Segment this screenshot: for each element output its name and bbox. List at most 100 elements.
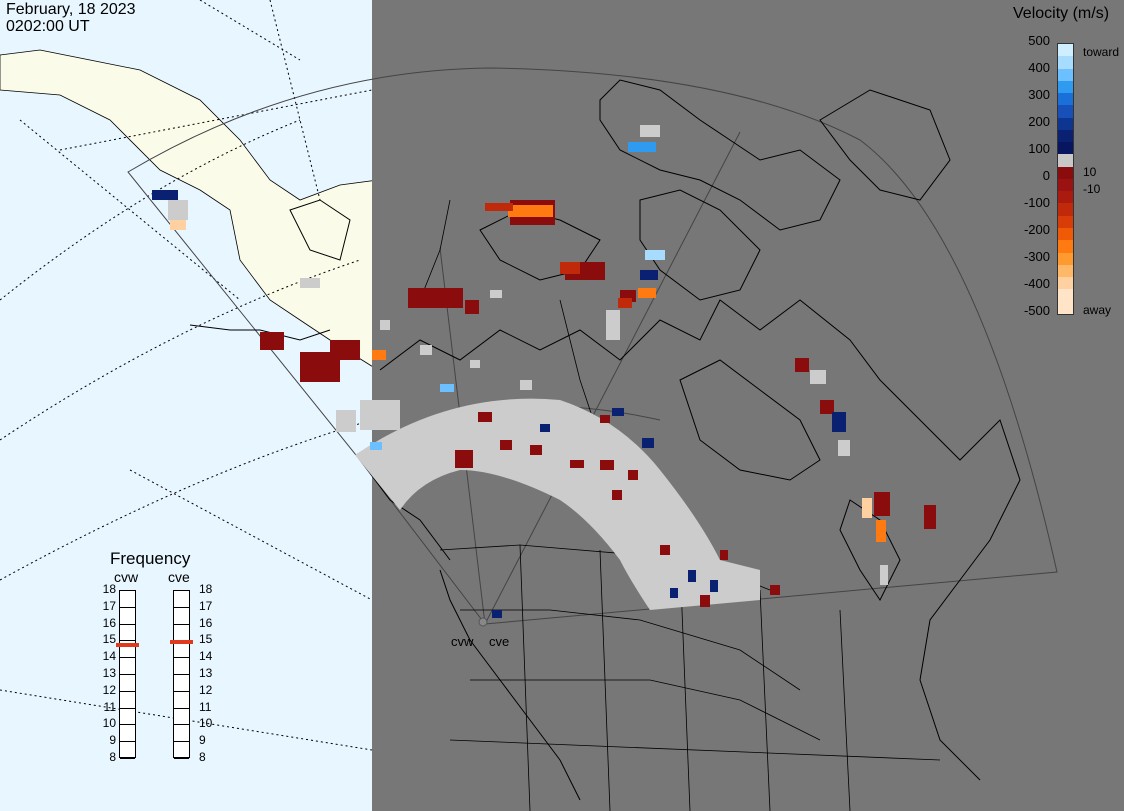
frequency-tick-left: 15: [102, 632, 116, 647]
frequency-marker-cvw: [116, 643, 139, 648]
frequency-tick-left: 12: [102, 682, 116, 697]
date-label: February, 18 2023: [6, 1, 136, 18]
frequency-tick-left: 14: [102, 649, 116, 664]
toward-label: toward: [1083, 45, 1120, 59]
coastlines: [189, 79, 1021, 801]
velocity-color-step: [1058, 178, 1073, 192]
frequency-cell: [174, 608, 189, 625]
velocity-legend-title: Velocity (m/s): [1013, 5, 1110, 22]
frequency-cell: [120, 608, 135, 625]
graticule: [0, 0, 373, 751]
velocity-color-step: [1058, 289, 1073, 302]
velocity-color-step: [1058, 56, 1073, 69]
scatter-red-cells: [485, 203, 632, 308]
velocity-color-step: [1058, 154, 1073, 167]
velocity-color-step: [1058, 129, 1073, 143]
velocity-tick: 300: [1028, 87, 1050, 102]
velocity-color-step: [1058, 93, 1073, 106]
velocity-color-step: [1058, 191, 1073, 204]
velocity-color-step: [1058, 252, 1073, 265]
velocity-tick: -400: [1023, 276, 1050, 291]
frequency-marker-cve: [170, 640, 193, 645]
radar-site-marker: [478, 617, 488, 627]
frequency-tick-right: 12: [199, 682, 213, 697]
velocity-colorbar: [1057, 43, 1074, 315]
radar-name-cvw: cvw: [114, 569, 139, 585]
velocity-color-step: [1058, 203, 1073, 216]
frequency-tick-left: 11: [103, 699, 116, 714]
frequency-tick-left: 9: [109, 733, 116, 748]
velocity-tick: -200: [1023, 222, 1050, 237]
frequency-tick-right: 8: [199, 750, 206, 764]
velocity-color-step: [1058, 277, 1073, 290]
velocity-color-step: [1058, 105, 1073, 118]
away-label: away: [1083, 303, 1112, 317]
frequency-cell: [174, 625, 189, 642]
frequency-tick-left: 8: [109, 750, 116, 764]
frequency-legend-title: Frequency: [110, 549, 191, 568]
frequency-tick-left: 13: [102, 666, 116, 680]
frequency-tick-right: 13: [199, 666, 213, 680]
velocity-color-step: [1058, 240, 1073, 253]
frequency-cell: [120, 675, 135, 692]
frequency-cell: [120, 658, 135, 675]
time-label: 0202:00 UT: [6, 18, 90, 35]
velocity-tick: -300: [1023, 249, 1050, 264]
scatter-orange-cells: [372, 205, 886, 542]
frequency-tick-right: 16: [199, 615, 213, 630]
frequency-tick-right: 18: [199, 582, 213, 596]
frequency-cell: [120, 625, 135, 642]
velocity-tick: 100: [1028, 141, 1050, 156]
frequency-tick-left: 10: [102, 716, 116, 731]
frequency-tick-right: 10: [199, 716, 213, 731]
frequency-tick-left: 18: [102, 582, 116, 596]
velocity-color-step: [1058, 142, 1073, 155]
velocity-tick: -500: [1023, 303, 1050, 318]
frequency-cell: [174, 658, 189, 675]
velocity-color-step: [1058, 227, 1073, 241]
frequency-cell: [174, 709, 189, 726]
velocity-tick: 400: [1028, 60, 1050, 75]
velocity-color-step: [1058, 68, 1073, 81]
scatter-toward-dark-cells: [152, 190, 846, 618]
frequency-tick-right: 17: [199, 598, 213, 613]
velocity-color-step: [1058, 80, 1073, 94]
frequency-tick-right: 14: [199, 649, 213, 664]
frequency-cell: [174, 725, 189, 743]
frequency-tick-right: 15: [199, 632, 213, 647]
daylit-landmass: [0, 49, 379, 371]
frequency-cell: [120, 725, 135, 743]
velocity-tick: 200: [1028, 114, 1050, 129]
minus-ten-label: -10: [1083, 182, 1101, 196]
radar-name-cve: cve: [168, 569, 190, 585]
scatter-toward-blue-cells: [370, 142, 665, 450]
frequency-cell: [174, 591, 189, 608]
frequency-cell: [120, 742, 135, 759]
frequency-bar-cvw: [119, 590, 136, 759]
frequency-tick-left: 17: [102, 598, 116, 613]
frequency-tick-right: 11: [199, 699, 212, 714]
frequency-cell: [120, 709, 135, 726]
scatter-peach-cells: [170, 220, 872, 518]
velocity-tick: 0: [1042, 168, 1050, 183]
velocity-color-step: [1058, 215, 1073, 228]
site-label-cvw: cvw: [451, 634, 474, 649]
frequency-cell: [174, 692, 189, 709]
velocity-tick: 500: [1028, 33, 1050, 48]
frequency-tick-left: 16: [102, 615, 116, 630]
frequency-cell: [174, 641, 189, 659]
frequency-cell: [174, 742, 189, 759]
site-label-cve: cve: [489, 634, 509, 649]
velocity-color-step: [1058, 264, 1073, 278]
frequency-bar-cve: [173, 590, 190, 759]
ten-label: 10: [1083, 165, 1097, 179]
frequency-cell: [120, 692, 135, 709]
velocity-color-step: [1058, 301, 1073, 314]
frequency-cell: [174, 675, 189, 692]
frequency-tick-right: 9: [199, 733, 206, 748]
velocity-color-step: [1058, 166, 1073, 179]
velocity-color-step: [1058, 44, 1073, 57]
velocity-tick: -100: [1023, 195, 1050, 210]
frequency-cell: [120, 641, 135, 659]
